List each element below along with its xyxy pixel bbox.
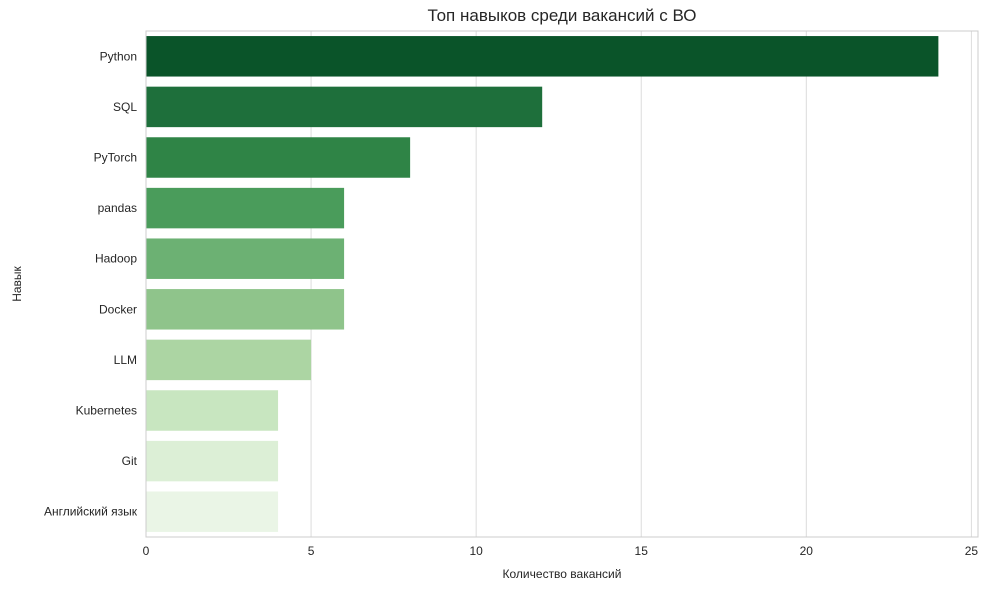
- y-tick-label: Docker: [99, 302, 137, 316]
- chart-title: Топ навыков среди вакансий с ВО: [427, 6, 697, 25]
- x-tick-label: 10: [469, 544, 483, 558]
- bar-git: [146, 440, 279, 482]
- x-tick-label: 0: [143, 544, 150, 558]
- x-tick-label: 5: [308, 544, 315, 558]
- bar-pytorch: [146, 137, 411, 178]
- y-tick-labels: Python SQL PyTorch pandas Hadoop Docker LLM Kub…: [44, 49, 138, 518]
- bar-hadoop: [146, 238, 345, 279]
- plot-frame: [145, 30, 979, 538]
- bar-pandas: [146, 187, 345, 229]
- y-tick-label: SQL: [113, 100, 137, 114]
- x-tick-label: 15: [635, 544, 649, 558]
- y-tick-label: PyTorch: [94, 151, 137, 165]
- x-tick-label: 25: [965, 544, 979, 558]
- y-tick-label: LLM: [114, 353, 137, 367]
- x-tick-labels: 0 5 10 15 20 25: [143, 544, 979, 558]
- y-tick-label: Git: [122, 454, 138, 468]
- bar-sql: [146, 86, 543, 128]
- y-tick-label: Python: [100, 49, 137, 63]
- y-tick-label: Английский язык: [44, 505, 138, 519]
- bar-kubernetes: [146, 390, 279, 431]
- bars: [146, 36, 939, 532]
- bar-английский-язык: [146, 491, 279, 532]
- x-axis-label: Количество вакансий: [503, 567, 622, 581]
- bar-docker: [146, 289, 345, 330]
- bar-llm: [146, 339, 312, 381]
- y-tick-label: Hadoop: [95, 252, 137, 266]
- y-tick-label: Kubernetes: [76, 404, 137, 418]
- y-tick-label: pandas: [98, 201, 137, 215]
- bar-python: [146, 36, 939, 77]
- y-axis-label: Навык: [10, 265, 24, 301]
- x-tick-label: 20: [800, 544, 814, 558]
